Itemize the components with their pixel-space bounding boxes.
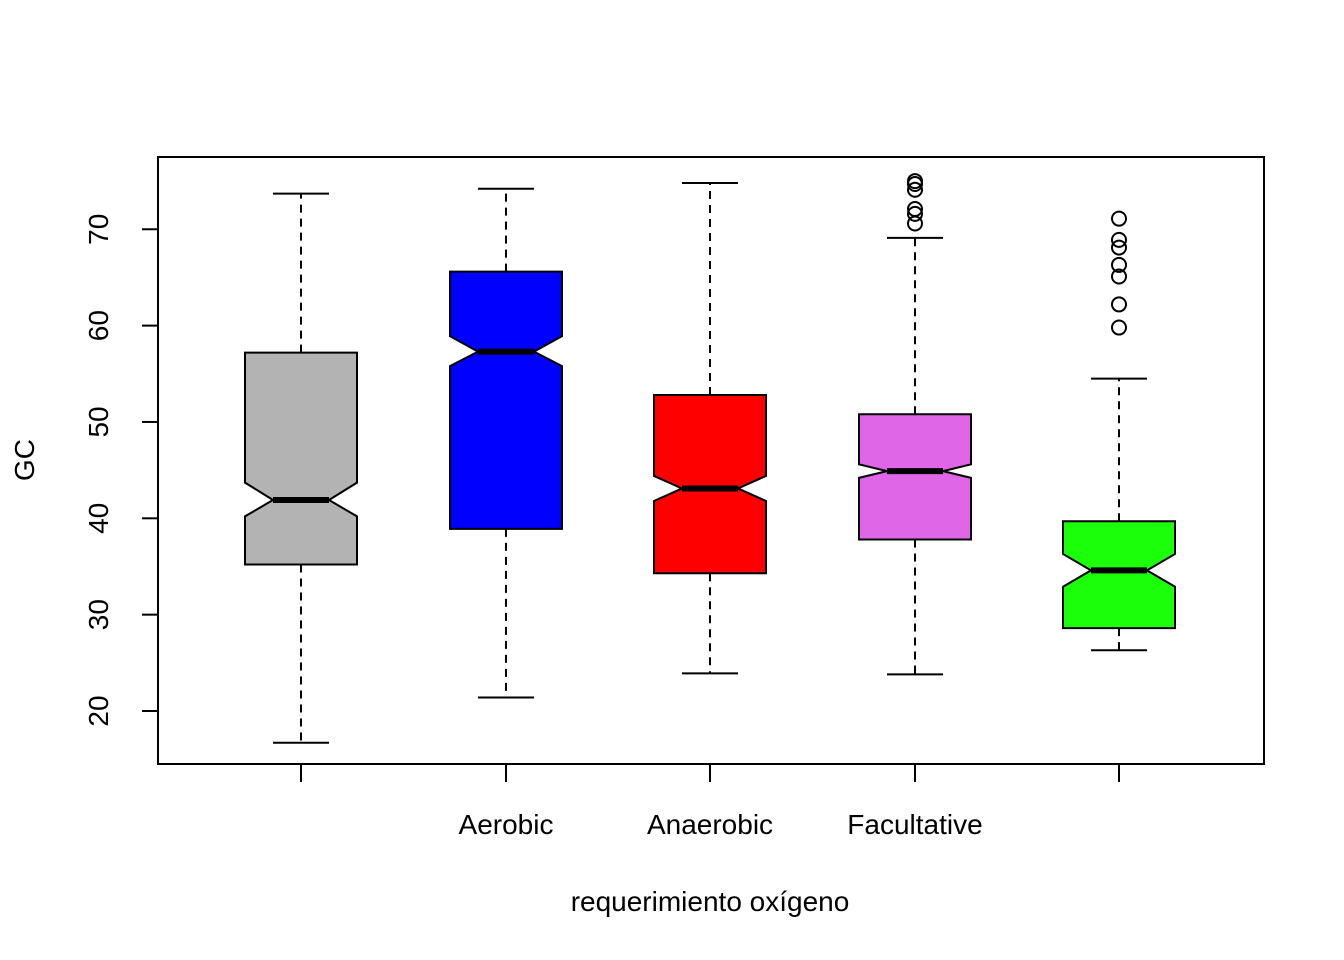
outlier-point — [1111, 319, 1127, 336]
outlier-point — [1111, 256, 1127, 273]
y-tick-label: 70 — [83, 214, 114, 245]
outlier-point — [1111, 296, 1127, 313]
box — [449, 270, 563, 530]
outlier-point — [907, 173, 923, 190]
outlier-point — [1111, 268, 1127, 285]
x-axis-title: requerimiento oxígeno — [571, 886, 850, 917]
x-tick-label: Aerobic — [459, 809, 554, 840]
y-tick-label: 50 — [83, 406, 114, 437]
x-tick-label: Anaerobic — [647, 809, 773, 840]
box-group — [1062, 210, 1176, 652]
box-group — [858, 173, 972, 676]
x-tick-label: Facultative — [847, 809, 982, 840]
y-tick-label: 20 — [83, 695, 114, 726]
box-group — [449, 187, 563, 699]
outlier-point — [1111, 210, 1127, 227]
box — [858, 413, 972, 541]
outlier-point — [1111, 231, 1127, 248]
y-axis: 20 30 40 50 60 70 — [83, 214, 159, 727]
box-group — [244, 192, 358, 744]
y-tick-label: 30 — [83, 599, 114, 630]
y-axis-title: GC — [9, 439, 40, 481]
box-group — [653, 182, 767, 675]
outlier-point — [907, 181, 923, 198]
outlier-point — [907, 201, 923, 218]
outlier-point — [907, 205, 923, 222]
y-tick-label: 40 — [83, 503, 114, 534]
y-tick-label: 60 — [83, 310, 114, 341]
x-axis: Aerobic Anaerobic Facultative — [300, 763, 1120, 840]
box — [244, 351, 358, 566]
outlier-point — [1111, 239, 1127, 256]
box — [653, 393, 767, 575]
box — [1062, 520, 1176, 630]
boxes — [244, 173, 1176, 744]
